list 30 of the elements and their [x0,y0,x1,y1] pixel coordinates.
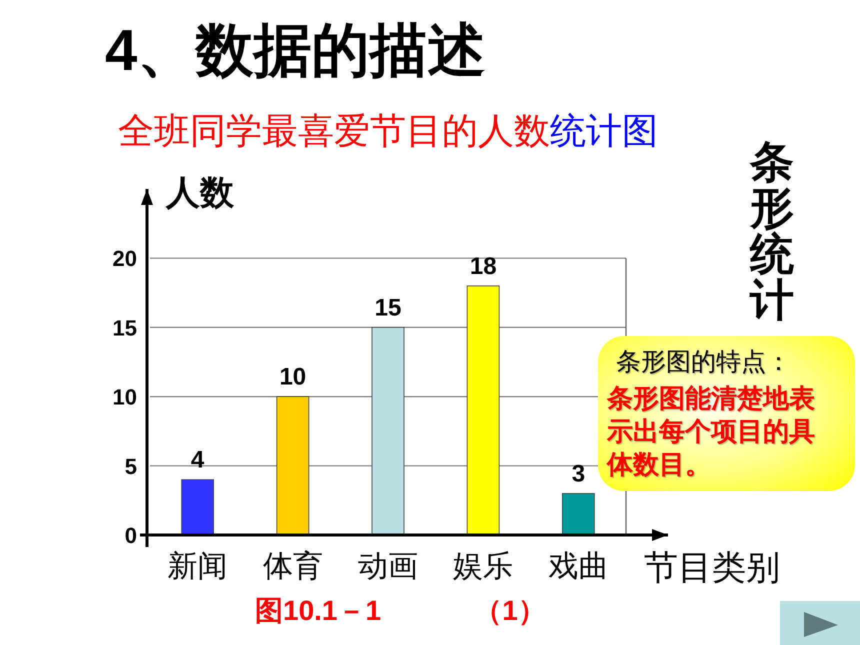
bar [181,479,214,536]
y-tick-label: 0 [124,523,137,548]
data-label: 3 [572,460,586,488]
data-label: 18 [470,252,497,280]
caption: 图10.1－1 [255,595,382,626]
text: 条形统计 [748,138,795,325]
chart-subtitle: 全班同学最喜爱节目的人数统计图 [118,111,658,151]
y-tick-label: 5 [124,454,137,479]
data-label: 4 [190,446,205,474]
y-axis-title: 人数 [165,174,235,212]
bar [372,327,404,536]
bar [562,493,595,536]
text: （1） [474,595,546,626]
callout: 条形图的特点： 条形图能清楚地表示出每个项目的具体数目。 [598,336,855,491]
x-tick-label: 体育 [262,550,323,583]
chart-title: 4、数据的描述 [105,18,486,83]
x-tick-label: 动画 [358,550,418,583]
y-tick-label: 10 [112,384,137,410]
x-tick-label: 新闻 [168,550,228,583]
data-label: 15 [374,294,402,322]
y-tick-label: 20 [112,246,137,272]
y-tick-label: 15 [112,315,137,340]
bar [276,396,310,536]
data-label: 10 [279,364,306,391]
annotation: 条形图能清楚地表示出每个项目的具体数目。 [607,383,816,481]
annotation: 条形图的特点： [616,348,791,378]
x-axis-title: 节目类别 [644,550,780,587]
bar [466,285,500,536]
x-tick-label: 娱乐 [453,550,514,583]
x-tick-label: 戏曲 [548,550,608,583]
